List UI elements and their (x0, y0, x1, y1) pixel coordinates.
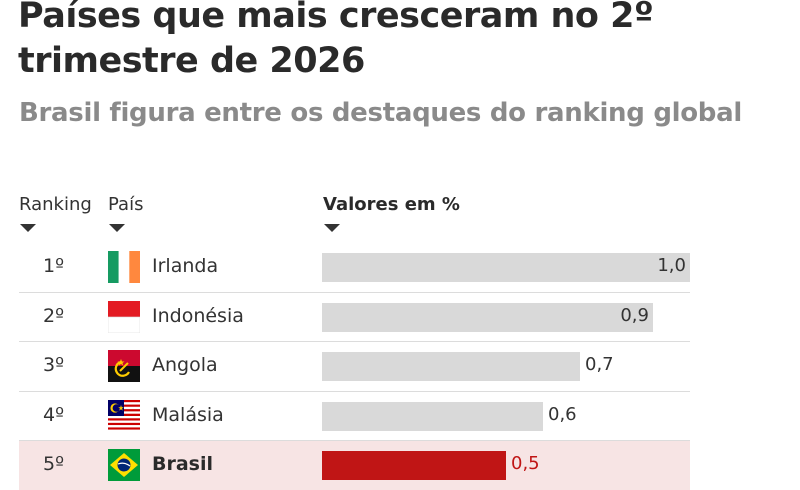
angola-flag-icon (108, 350, 140, 382)
table-row: 4º Malásia 0,6 (19, 392, 690, 441)
table-row: 2º Indonésia 0,9 (19, 293, 690, 342)
row-divider (19, 341, 690, 342)
bar (322, 302, 653, 332)
country-label: Malásia (152, 403, 224, 426)
country-label: Brasil (152, 453, 214, 475)
ireland-flag-icon (108, 251, 140, 283)
rank-sort-arrow-icon (20, 224, 36, 232)
rank-label: 1º (43, 255, 65, 277)
country-label: Indonésia (152, 304, 244, 327)
values-sort-arrow-icon (324, 224, 340, 232)
value-label: 0,5 (511, 453, 540, 474)
table-row: 5º Brasil 0,5 (19, 441, 690, 490)
bar (322, 253, 690, 282)
bar (322, 352, 580, 381)
rank-label: 2º (43, 304, 65, 327)
country-label: Angola (152, 354, 218, 376)
chart-title-text: Países que mais cresceram no 2º trimestr… (18, 0, 654, 81)
brazil-flag-icon (108, 449, 140, 481)
indonesia-flag-icon (108, 300, 140, 333)
country-column-header: País (108, 194, 144, 215)
rank-label: 3º (43, 354, 65, 376)
chart-subtitle: Brasil figura entre os destaques do rank… (19, 96, 742, 130)
table-row: 1º Irlanda 1,0 (19, 243, 690, 292)
bar (322, 451, 506, 480)
chart-subtitle-text: Brasil figura entre os destaques do rank… (19, 98, 742, 128)
rank-column-header: Ranking (19, 194, 92, 215)
row-divider (19, 291, 690, 293)
malaysia-flag-icon (108, 399, 140, 432)
value-label: 1,0 (657, 255, 686, 276)
value-label: 0,7 (585, 354, 614, 375)
table-row: 3º Angola 0,7 (19, 342, 690, 391)
country-label: Irlanda (152, 255, 219, 277)
value-label: 0,6 (548, 403, 577, 425)
rank-label: 4º (43, 403, 65, 426)
chart-title: Países que mais cresceram no 2º trimestr… (18, 0, 800, 84)
rank-label: 5º (43, 453, 65, 475)
row-divider (19, 440, 690, 441)
value-label: 0,9 (620, 304, 649, 326)
country-sort-arrow-icon (109, 224, 125, 232)
values-column-header: Valores em % (323, 194, 460, 215)
row-divider (19, 390, 690, 392)
bar (322, 401, 543, 431)
